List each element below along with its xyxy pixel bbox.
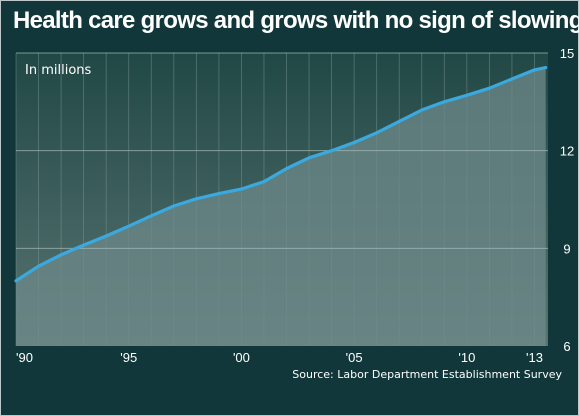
y-axis-tick-labels: 6 9 12 15 — [560, 46, 574, 354]
y-tick-label: 15 — [560, 46, 574, 61]
x-tick-label: '00 — [233, 350, 250, 365]
y-tick-label: 12 — [560, 144, 574, 159]
series-line — [14, 66, 548, 283]
x-tick-label: '05 — [346, 350, 363, 365]
source-note: Source: Labor Department Establishment S… — [292, 368, 562, 381]
x-axis-tick-labels: '90 '95 '00 '05 '10 '13 — [16, 350, 543, 365]
horizontal-gridlines — [16, 52, 548, 249]
x-tick-label: '90 — [16, 350, 33, 365]
area-fill — [16, 67, 546, 346]
x-tick-label: '95 — [120, 350, 137, 365]
x-tick-label: '13 — [526, 350, 543, 365]
y-tick-label: 9 — [563, 241, 570, 256]
y-tick-label: 6 — [563, 339, 570, 354]
chart-title: Health care grows and grows with no sign… — [13, 7, 579, 34]
x-tick-label: '10 — [458, 350, 475, 365]
unit-note: In millions — [25, 63, 92, 78]
